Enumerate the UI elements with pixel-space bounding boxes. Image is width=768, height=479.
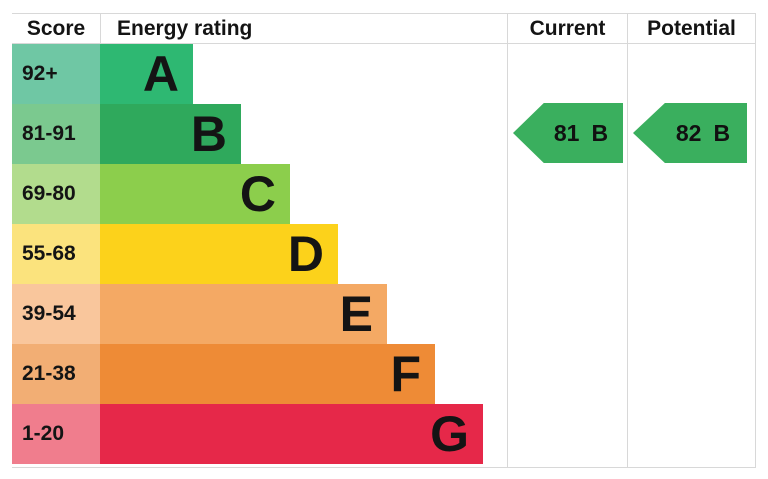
potential-rating-value: 82 — [675, 119, 702, 146]
header-bottom-border — [12, 43, 756, 44]
score-column-divider — [100, 14, 101, 43]
rating-band-bar: E — [100, 284, 387, 344]
rating-row: 81-91 B — [12, 104, 756, 164]
potential-column-left-divider — [627, 14, 628, 468]
score-range-cell: 69-80 — [12, 164, 100, 224]
table-bottom-border — [12, 467, 756, 468]
rating-row: 55-68 D — [12, 224, 756, 284]
rating-band-bar: G — [100, 404, 483, 464]
rating-row: 21-38 F — [12, 344, 756, 404]
score-range-cell: 21-38 — [12, 344, 100, 404]
rating-row: 69-80 C — [12, 164, 756, 224]
current-column-header: Current — [529, 17, 606, 40]
current-column-left-divider — [507, 14, 508, 468]
rating-band-bar: D — [100, 224, 338, 284]
current-rating-band: B — [591, 119, 609, 146]
rating-row: 92+ A — [12, 44, 756, 104]
rating-row: 39-54 E — [12, 284, 756, 344]
table-right-border — [755, 14, 756, 468]
rating-band-bar: F — [100, 344, 435, 404]
rating-row: 1-20 G — [12, 404, 756, 464]
potential-rating-band: B — [713, 119, 731, 146]
score-range-cell: 55-68 — [12, 224, 100, 284]
score-range-cell: 81-91 — [12, 104, 100, 164]
score-range-cell: 1-20 — [12, 404, 100, 464]
rating-band-bar: B — [100, 104, 241, 164]
score-range-cell: 92+ — [12, 44, 100, 104]
rating-band-bar: C — [100, 164, 290, 224]
score-column-header: Score — [26, 17, 86, 40]
score-range-cell: 39-54 — [12, 284, 100, 344]
current-rating-value: 81 — [553, 119, 580, 146]
energy-rating-column-header: Energy rating — [117, 17, 253, 40]
table-top-border — [12, 13, 756, 14]
potential-column-header: Potential — [647, 17, 736, 40]
rating-band-bar: A — [100, 44, 193, 104]
